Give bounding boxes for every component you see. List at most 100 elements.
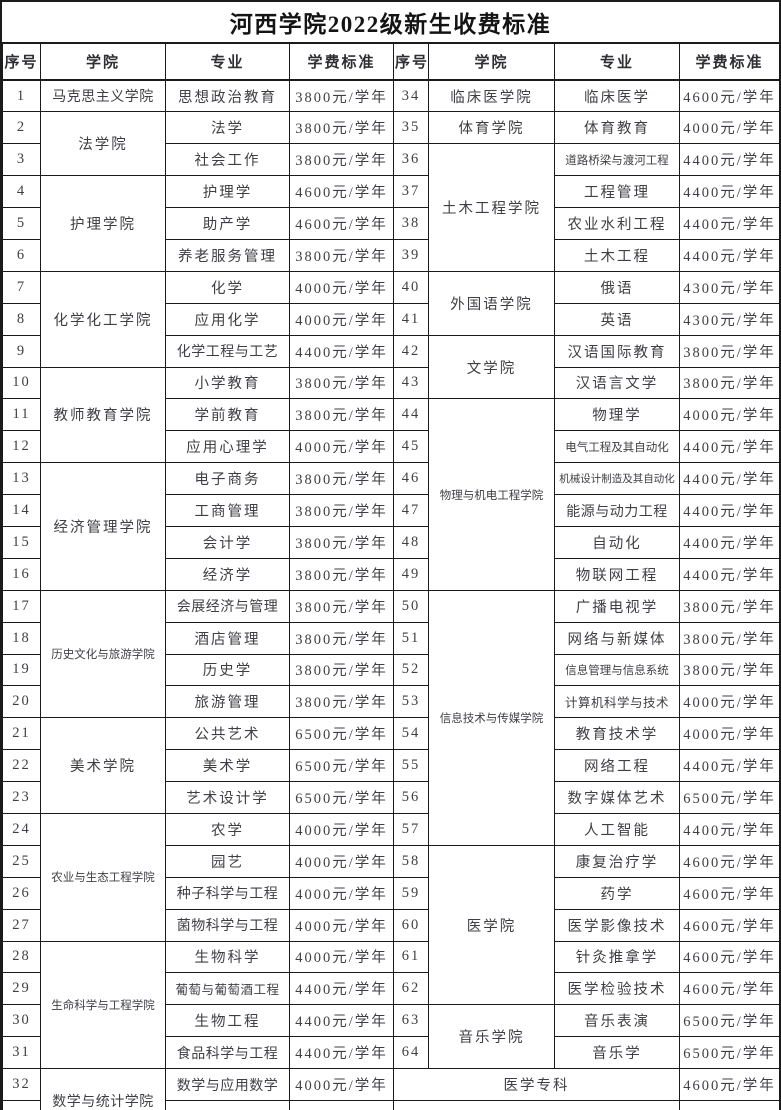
major-cell: 旅游管理 [165,685,290,719]
major-cell: 化学工程与工艺 [165,334,290,368]
major-cell: 酒店管理 [165,621,290,655]
major-cell: 化学 [165,270,290,304]
row-number-cell: 28 [2,940,41,974]
major-cell: 网络与新媒体 [554,621,680,655]
major-cell: 广播电视学 [554,589,680,623]
row-number-cell: 8 [2,302,41,336]
major-cell: 工商管理 [165,494,290,527]
column-header: 序号 [393,43,429,81]
major-cell: 会计学 [165,525,290,559]
table-row: 22 美术学 6500元/学年 55 网络工程 4400元/学年 [2,749,780,783]
row-number-cell: 44 [393,398,429,432]
row-number-cell [2,1100,41,1110]
column-header: 学院 [428,43,555,81]
column-header: 学费标准 [289,43,394,81]
major-cell: 艺术设计学 [165,781,290,814]
row-number-cell: 38 [393,207,429,240]
row-number-cell: 40 [393,270,429,304]
major-cell: 道路桥梁与渡河工程 [554,143,680,177]
merged-label-cell: 医学专科 [393,1068,680,1101]
fee-cell: 4000元/学年 [289,270,394,304]
fee-cell: 3800元/学年 [679,366,780,400]
major-cell: 食品科学与工程 [165,1036,290,1070]
row-number-cell: 64 [393,1036,429,1070]
fee-cell: 3800元/学年 [289,653,394,687]
column-header: 专业 [554,43,680,81]
fee-cell: 3800元/学年 [289,462,394,496]
row-number-cell: 3 [2,143,41,177]
table-row: 3 社会工作 3800元/学年 36 土木工程学院 道路桥梁与渡河工程 4400元/学年 [2,143,780,272]
table-row: 26 种子科学与工程 4000元/学年 59 药学 4600元/学年 [2,876,780,910]
row-number-cell: 47 [393,494,429,527]
row-number-cell: 56 [393,781,429,814]
college-cell: 法学院 [40,111,166,177]
major-cell: 汉语国际教育 [554,334,680,368]
major-cell [165,1100,290,1110]
table-row: 12 应用心理学 4000元/学年 45 电气工程及其自动化 4400元/学年 [2,430,780,464]
row-number-cell: 53 [393,685,429,719]
major-cell: 葡萄与葡萄酒工程 [165,972,290,1006]
row-number-cell: 15 [2,525,41,559]
row-number-cell: 4 [2,175,41,209]
college-cell: 医学院 [428,844,555,1006]
column-header: 学院 [40,43,166,81]
fee-cell: 3800元/学年 [289,366,394,400]
fee-cell: 4000元/学年 [289,812,394,846]
major-cell: 体育教育 [554,111,680,145]
college-cell: 临床医学院 [428,79,555,113]
fee-cell: 4600元/学年 [679,844,780,878]
fee-cell: 4400元/学年 [679,175,780,209]
major-cell: 教育技术学 [554,717,680,751]
fee-cell: 4600元/学年 [679,876,780,910]
column-header: 学费标准 [679,43,780,81]
major-cell: 菌物科学与工程 [165,908,290,942]
column-header: 专业 [165,43,290,81]
table-row: 4 护理学院 护理学 4600元/学年 37 工程管理 4400元/学年 [2,175,780,272]
fee-cell: 6500元/学年 [289,781,394,814]
fee-cell: 3800元/学年 [289,494,394,527]
row-number-cell: 52 [393,653,429,687]
fee-cell: 4000元/学年 [289,876,394,910]
row-number-cell: 31 [2,1036,41,1070]
table-row: 7 化学化工学院 化学 4000元/学年 40 外国语学院 俄语 4300元/学年 [2,270,780,368]
table-row [2,1100,780,1110]
fee-cell: 3800元/学年 [289,111,394,145]
college-cell: 生命科学与工程学院 [40,940,166,1070]
row-number-cell: 26 [2,876,41,910]
major-cell: 美术学 [165,749,290,783]
college-cell: 信息技术与传媒学院 [428,589,555,846]
fee-cell: 4000元/学年 [289,844,394,878]
major-cell: 物理学 [554,398,680,432]
major-cell: 生物工程 [165,1004,290,1038]
major-cell: 农学 [165,812,290,846]
row-number-cell: 50 [393,589,429,623]
fee-cell: 4600元/学年 [679,972,780,1006]
major-cell: 思想政治教育 [165,79,290,113]
fee-cell: 4600元/学年 [679,79,780,113]
row-number-cell: 23 [2,781,41,814]
row-number-cell: 27 [2,908,41,942]
major-cell: 英语 [554,302,680,336]
row-number-cell: 57 [393,812,429,846]
table-row: 31 食品科学与工程 4400元/学年 64 音乐学 6500元/学年 [2,1036,780,1070]
table-row: 20 旅游管理 3800元/学年 53 计算机科学与技术 4000元/学年 [2,685,780,719]
major-cell: 应用化学 [165,302,290,336]
table-row: 30 生物工程 4400元/学年 63 音乐学院 音乐表演 6500元/学年 [2,1004,780,1070]
row-number-cell: 29 [2,972,41,1006]
fee-cell: 3800元/学年 [289,143,394,177]
college-cell: 数学与统计学院 [40,1068,166,1110]
row-number-cell: 7 [2,270,41,304]
major-cell: 社会工作 [165,143,290,177]
fee-cell: 4400元/学年 [289,334,394,368]
fee-cell: 4400元/学年 [289,1004,394,1038]
table-row: 11 学前教育 3800元/学年 44 物理与机电工程学院 物理学 4000元/学年 [2,398,780,591]
fee-cell: 6500元/学年 [289,717,394,751]
fee-cell: 4400元/学年 [679,525,780,559]
row-number-cell: 61 [393,940,429,974]
table-row: 19 历史学 3800元/学年 52 信息管理与信息系统 3800元/学年 [2,653,780,687]
table-row: 13 经济管理学院 电子商务 3800元/学年 46 机械设计制造及其自动化 4400元/学… [2,462,780,591]
fee-cell: 4000元/学年 [679,398,780,432]
row-number-cell: 30 [2,1004,41,1038]
table-row: 1 马克思主义学院 思想政治教育 3800元/学年 34 临床医学院 临床医学 4600元/学… [2,79,780,113]
fee-cell: 4000元/学年 [289,908,394,942]
